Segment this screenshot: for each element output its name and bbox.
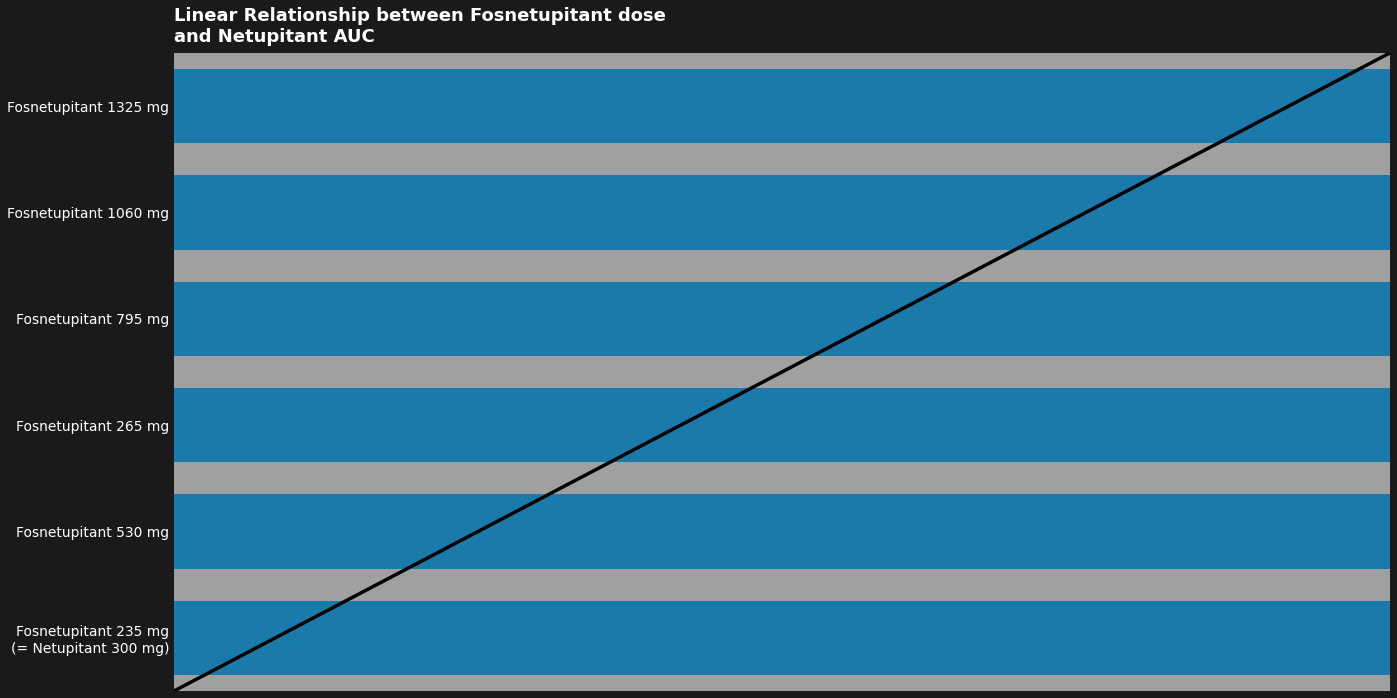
Bar: [175, 69, 1390, 143]
Bar: [175, 494, 1390, 569]
Bar: [175, 175, 1390, 250]
Bar: [175, 281, 1390, 356]
Bar: [175, 601, 1390, 675]
Bar: [175, 388, 1390, 462]
Text: Linear Relationship between Fosnetupitant dose
and Netupitant AUC: Linear Relationship between Fosnetupitan…: [175, 7, 666, 46]
